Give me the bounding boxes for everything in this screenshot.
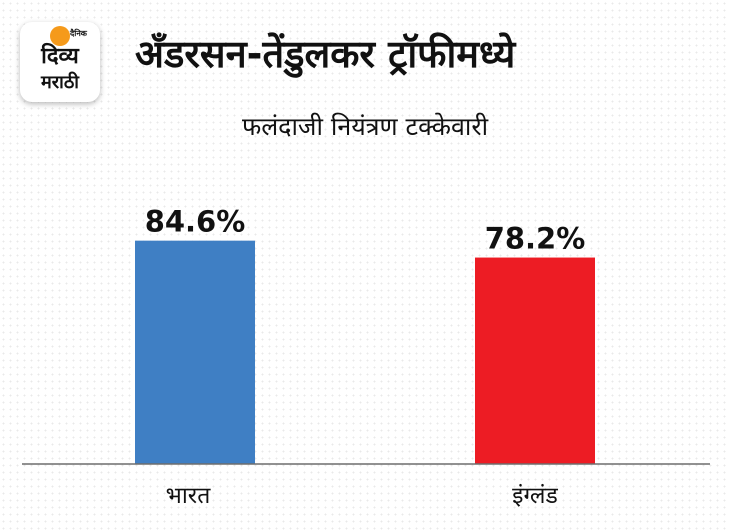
brand-logo: दैनिक दिव्य मराठी — [20, 22, 100, 102]
category-label-1: भारत — [166, 483, 212, 509]
sun-icon — [50, 26, 70, 46]
logo-small-text: दैनिक — [70, 29, 87, 38]
bar-1 — [135, 240, 255, 464]
chart-title: अँडरसन-तेंडुलकर ट्रॉफीमध्ये — [135, 32, 516, 76]
chart-subtitle: फलंदाजी नियंत्रण टक्केवारी — [241, 112, 489, 141]
logo-text-marathi: मराठी — [41, 72, 79, 93]
category-label-2: इंग्लंड — [512, 483, 558, 509]
bar-2 — [475, 257, 595, 464]
value-label-1: 84.6% — [145, 205, 246, 239]
logo-text-divya: दिव्य — [41, 44, 79, 69]
value-label-2: 78.2% — [485, 222, 586, 256]
